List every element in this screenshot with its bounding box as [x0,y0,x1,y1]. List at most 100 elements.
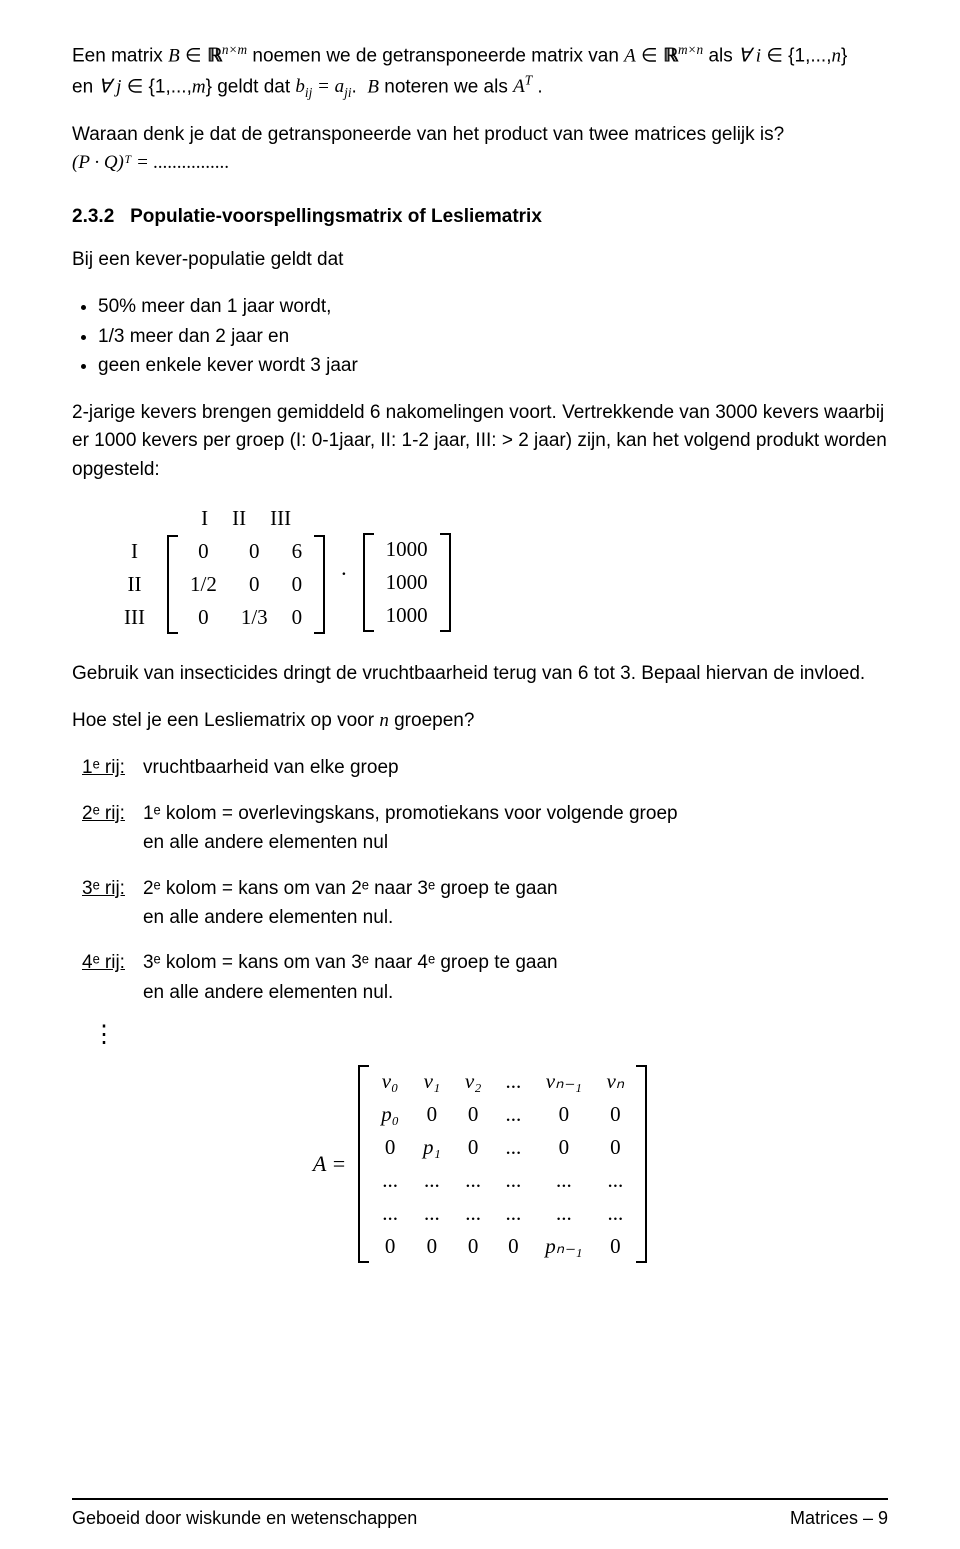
row-labels: I II III [112,502,157,634]
matrix-cells: v₀v₁v₂...vₙ₋₁vₙp₀00...000p₁0...00.......… [369,1065,636,1263]
col-label: II [220,502,258,535]
set-R: ℝ [663,45,678,66]
cell: ... [369,1164,411,1197]
bracket-left-icon [358,1065,369,1263]
t: Waraan denk je dat de getransponeerde va… [72,124,784,145]
cell: 0 [280,568,315,601]
list-item: 50% meer dan 1 jaar wordt, [98,292,888,321]
def-key: 3ᵉ rij: [82,874,125,933]
row-label: III [112,601,157,634]
cell: ... [493,1197,533,1230]
question-2: Hoe stel je een Lesliematrix op voor n g… [72,707,888,736]
cell: ... [594,1197,636,1230]
bracket-left-icon [167,535,178,634]
def-row: 1ᵉ rij: vruchtbaarheid van elke groep [82,753,888,782]
row-label: II [112,568,157,601]
m: B [168,45,180,66]
page-footer: Geboeid door wiskunde en wetenschappen M… [72,1498,888,1529]
vdots-icon: ⋮ [92,1023,888,1047]
cell: ... [533,1197,594,1230]
cell: 0 [411,1098,453,1131]
cell: p₀ [369,1098,411,1131]
m: B [367,76,379,97]
cell: 1000 [374,533,440,566]
cell: 1000 [374,599,440,632]
bracket-right-icon [314,535,325,634]
def-text: vruchtbaarheid van elke groep [143,753,399,782]
cell: 0 [493,1230,533,1263]
cell: 0 [411,1230,453,1263]
footer-right: Matrices – 9 [790,1508,888,1529]
cell: p₁ [411,1131,453,1164]
t: als [708,45,738,66]
cell: vₙ [594,1065,636,1098]
def-row: 2ᵉ rij: 1ᵉ kolom = overlevingskans, prom… [82,799,888,858]
cell: 0 [178,601,229,634]
col-label: III [258,502,303,535]
def-text: 3ᵉ kolom = kans om van 3ᵉ naar 4ᵉ groep … [143,948,558,1007]
cell: 0 [594,1131,636,1164]
t: en [72,76,98,97]
page: Een matrix B ∈ ℝn×m noemen we de getrans… [0,0,960,1549]
cell: vₙ₋₁ [533,1065,594,1098]
cell: ... [411,1164,453,1197]
exp: m×n [678,42,703,57]
m: ∀ i [738,45,761,66]
footer-left: Geboeid door wiskunde en wetenschappen [72,1508,417,1529]
leslie-matrix: I II III 0 0 6 1/2 0 0 [167,502,325,634]
cell: pₙ₋₁ [533,1230,594,1263]
state-vector: 1000 1000 1000 [363,505,451,632]
general-leslie-matrix: A = v₀v₁v₂...vₙ₋₁vₙp₀00...000p₁0...00...… [72,1065,888,1263]
def-key: 4ᵉ rij: [82,948,125,1007]
list-item: 1/3 meer dan 2 jaar en [98,322,888,351]
cell: 0 [229,568,280,601]
row-definitions: 1ᵉ rij: vruchtbaarheid van elke groep 2ᵉ… [82,753,888,1047]
cell: ... [493,1164,533,1197]
cell: 0 [453,1098,494,1131]
cell: v₀ [369,1065,411,1098]
question-1: Waraan denk je dat de getransponeerde va… [72,121,888,178]
cell: 1/2 [178,568,229,601]
cell: 0 [533,1098,594,1131]
t: noemen we de getransponeerde matrix van [252,45,624,66]
insecticide-para: Gebruik van insecticides dringt de vruch… [72,660,888,689]
section-heading: 2.3.2 Populatie-voorspellingsmatrix of L… [72,206,888,228]
def-text: 1ᵉ kolom = overlevingskans, promotiekans… [143,799,678,858]
cell: ... [493,1065,533,1098]
cell: 0 [453,1230,494,1263]
kever-body: 2-jarige kevers brengen gemiddeld 6 nako… [72,399,888,485]
cell: 0 [369,1230,411,1263]
cell: ... [411,1197,453,1230]
m: ∀ j [98,76,121,97]
cell: ... [453,1164,494,1197]
formula-pq: (P · Q)ᵀ = ................ [72,152,230,173]
t: geldt dat [217,76,295,97]
cell: 6 [280,535,315,568]
cell: ... [493,1098,533,1131]
exp: n×m [222,42,247,57]
def-row: 4ᵉ rij: 3ᵉ kolom = kans om van 3ᵉ naar 4… [82,948,888,1007]
section-num: 2.3.2 [72,206,114,227]
kever-list: 50% meer dan 1 jaar wordt, 1/3 meer dan … [98,292,888,380]
dot-operator: . [335,555,353,581]
bracket-right-icon [440,533,451,632]
leslie-matrix-product: I II III I II III 0 0 6 [112,502,888,634]
cell: 0 [453,1131,494,1164]
cell: 1000 [374,566,440,599]
list-item: geen enkele kever wordt 3 jaar [98,351,888,380]
cell: 0 [229,535,280,568]
cell: ... [493,1131,533,1164]
cell: 0 [594,1230,636,1263]
cell: 0 [178,535,229,568]
cell: v₂ [453,1065,494,1098]
bracket-left-icon [363,533,374,632]
row-label: I [112,535,157,568]
cell: 0 [533,1131,594,1164]
cell: 1/3 [229,601,280,634]
cell: ... [453,1197,494,1230]
kever-intro: Bij een kever-populatie geldt dat [72,246,888,275]
m: A [624,45,636,66]
m: bij = aji [295,76,351,97]
intro-para: Een matrix B ∈ ℝn×m noemen we de getrans… [72,40,888,103]
lhs: A = [313,1151,346,1177]
